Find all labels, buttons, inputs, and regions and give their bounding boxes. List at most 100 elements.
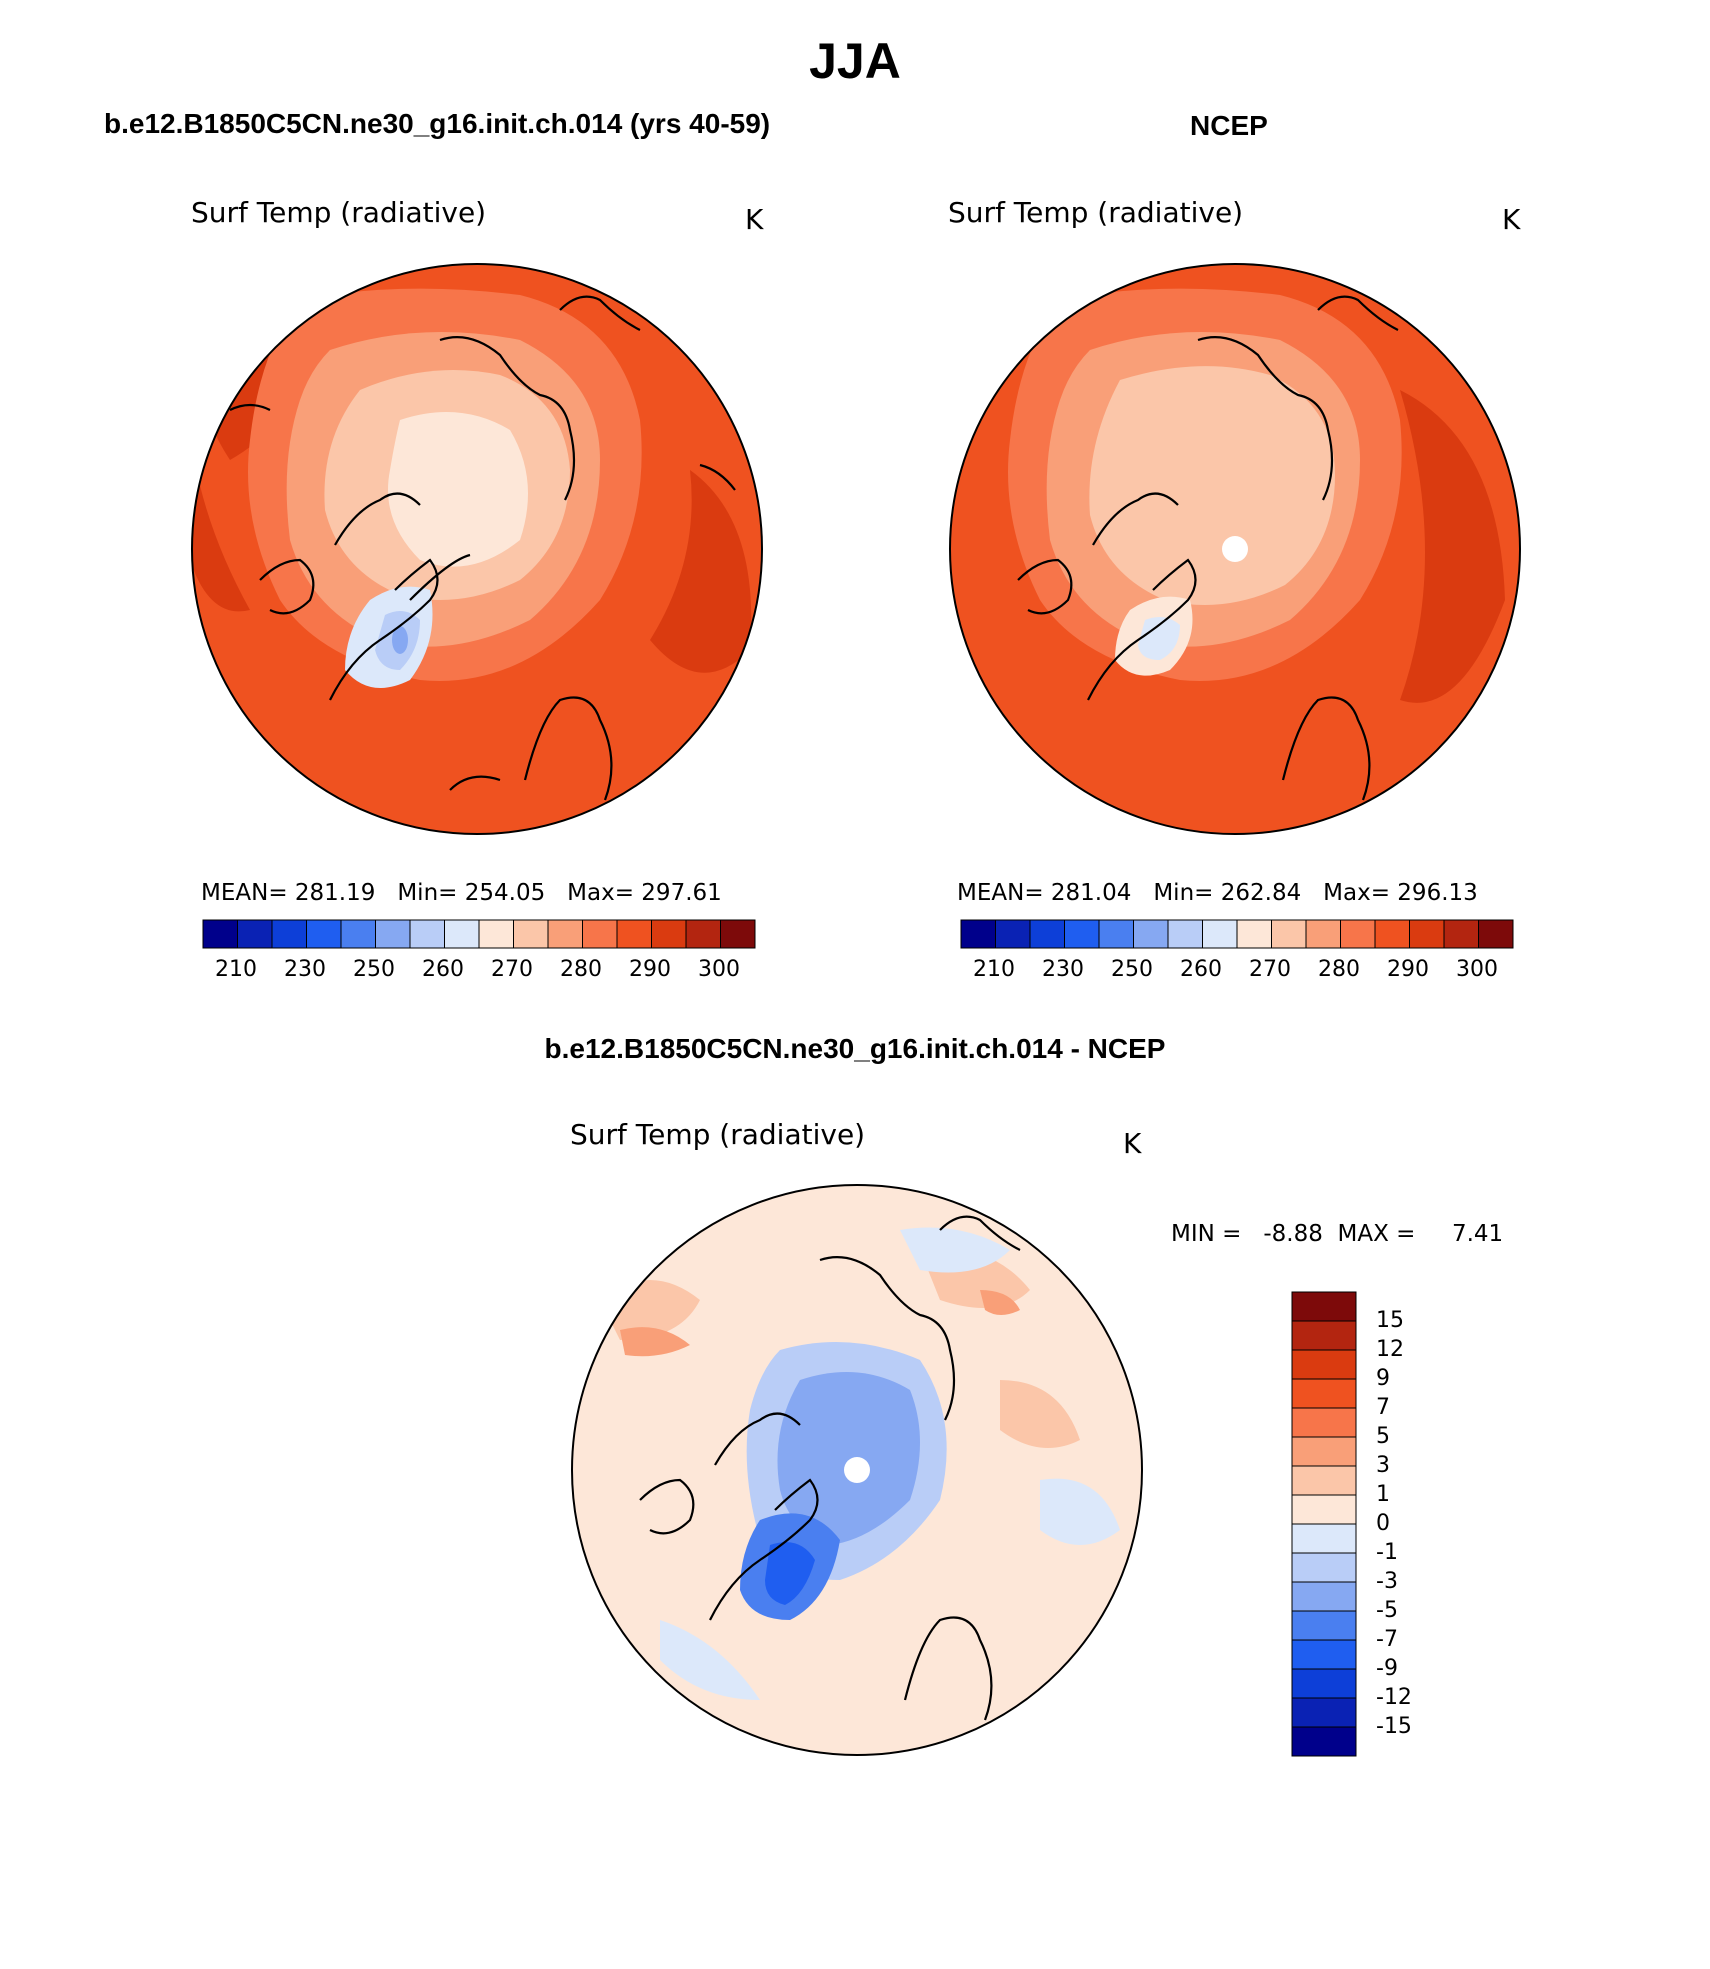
colorbar-swatch: [1291, 1407, 1357, 1438]
left-mean-label: MEAN=: [201, 880, 288, 906]
colorbar-swatch: [1478, 919, 1514, 949]
colorbar-swatch: [375, 919, 411, 949]
left-colorbar-tick: 260: [422, 957, 464, 982]
right-colorbar-tick: 290: [1387, 957, 1429, 982]
left-polar-map: [191, 263, 763, 835]
colorbar-swatch: [1291, 1349, 1357, 1380]
colorbar-swatch: [1291, 1378, 1357, 1409]
colorbar-swatch: [1291, 1552, 1357, 1583]
colorbar-swatch: [1291, 1726, 1357, 1757]
diff-polar-map: [571, 1184, 1143, 1756]
diff-min-label: MIN =: [1171, 1221, 1242, 1247]
colorbar-swatch: [616, 919, 652, 949]
left-case-title: b.e12.B1850C5CN.ne30_g16.init.ch.014 (yr…: [104, 108, 771, 139]
colorbar-swatch: [1029, 919, 1065, 949]
diff-max-value: 7.41: [1451, 1221, 1504, 1247]
colorbar-swatch: [271, 919, 307, 949]
colorbar-swatch: [582, 919, 618, 949]
diff-min-value: -8.88: [1263, 1221, 1323, 1247]
diff-colorbar-tick: -3: [1376, 1569, 1398, 1594]
right-colorbar-tick: 250: [1111, 957, 1153, 982]
colorbar-swatch: [306, 919, 342, 949]
colorbar-swatch: [995, 919, 1031, 949]
left-min-label: Min=: [397, 880, 458, 906]
colorbar-swatch: [1167, 919, 1203, 949]
right-case-title: NCEP: [1190, 110, 1268, 141]
colorbar-swatch: [1291, 1494, 1357, 1525]
colorbar-swatch: [1236, 919, 1272, 949]
left-colorbar: [202, 919, 756, 949]
diff-case-title: b.e12.B1850C5CN.ne30_g16.init.ch.014 - N…: [544, 1033, 1166, 1064]
colorbar-swatch: [444, 919, 480, 949]
diff-colorbar-tick: -9: [1376, 1656, 1398, 1681]
colorbar-swatch: [1374, 919, 1410, 949]
diff-colorbar-tick: 0: [1376, 1511, 1390, 1536]
diff-colorbar-tick: 3: [1376, 1453, 1390, 1478]
diff-max-label: MAX =: [1337, 1221, 1416, 1247]
colorbar-swatch: [1340, 919, 1376, 949]
right-colorbar-tick: 280: [1318, 957, 1360, 982]
diff-colorbar: [1291, 1291, 1357, 1757]
colorbar-swatch: [513, 919, 549, 949]
right-units-label: K: [1502, 203, 1521, 236]
diff-colorbar-tick: 1: [1376, 1482, 1390, 1507]
left-colorbar-tick: 290: [629, 957, 671, 982]
left-variable-label: Surf Temp (radiative): [191, 196, 487, 229]
right-mean-value: 281.04: [1050, 880, 1132, 906]
right-min-label: Min=: [1153, 880, 1214, 906]
colorbar-swatch: [1409, 919, 1445, 949]
colorbar-swatch: [1291, 1320, 1357, 1351]
right-colorbar-tick: 210: [973, 957, 1015, 982]
right-colorbar-tick: 230: [1042, 957, 1084, 982]
colorbar-swatch: [1291, 1639, 1357, 1670]
colorbar-swatch: [1064, 919, 1100, 949]
colorbar-swatch: [1291, 1581, 1357, 1612]
colorbar-swatch: [478, 919, 514, 949]
left-colorbar-tick: 250: [353, 957, 395, 982]
colorbar-swatch: [1291, 1668, 1357, 1699]
right-stats: MEAN= 281.04 Min= 262.84 Max= 296.13: [957, 880, 1478, 906]
diff-variable-label: Surf Temp (radiative): [570, 1118, 866, 1151]
colorbar-swatch: [720, 919, 756, 949]
colorbar-swatch: [1305, 919, 1341, 949]
left-max-label: Max=: [567, 880, 634, 906]
colorbar-swatch: [651, 919, 687, 949]
diff-colorbar-tick: 9: [1376, 1366, 1390, 1391]
colorbar-swatch: [1291, 1523, 1357, 1554]
left-colorbar-tick: 210: [215, 957, 257, 982]
right-colorbar-tick: 270: [1249, 957, 1291, 982]
right-colorbar-tick: 300: [1456, 957, 1498, 982]
colorbar-swatch: [409, 919, 445, 949]
colorbar-swatch: [1133, 919, 1169, 949]
diff-stats: MIN = -8.88 MAX = 7.41: [1171, 1221, 1503, 1247]
right-mean-label: MEAN=: [957, 880, 1044, 906]
right-colorbar-tick: 260: [1180, 957, 1222, 982]
left-colorbar-tick: 280: [560, 957, 602, 982]
left-stats: MEAN= 281.19 Min= 254.05 Max= 297.61: [201, 880, 722, 906]
left-units-label: K: [745, 203, 764, 236]
colorbar-swatch: [1098, 919, 1134, 949]
diff-colorbar-tick: 12: [1376, 1337, 1404, 1362]
colorbar-swatch: [1443, 919, 1479, 949]
diff-colorbar-tick: 7: [1376, 1395, 1390, 1420]
colorbar-swatch: [237, 919, 273, 949]
colorbar-swatch: [1291, 1610, 1357, 1641]
colorbar-swatch: [1291, 1436, 1357, 1467]
diff-colorbar-tick: -12: [1376, 1685, 1412, 1710]
right-max-label: Max=: [1323, 880, 1390, 906]
colorbar-swatch: [685, 919, 721, 949]
page-title: JJA: [809, 33, 901, 89]
colorbar-swatch: [202, 919, 238, 949]
left-colorbar-tick: 270: [491, 957, 533, 982]
left-max-value: 297.61: [641, 880, 722, 906]
diff-colorbar-tick: 5: [1376, 1424, 1390, 1449]
left-min-value: 254.05: [464, 880, 546, 906]
diff-units-label: K: [1123, 1127, 1142, 1160]
colorbar-swatch: [1291, 1697, 1357, 1728]
left-colorbar-tick: 230: [284, 957, 326, 982]
right-colorbar: [960, 919, 1514, 949]
colorbar-swatch: [1271, 919, 1307, 949]
left-mean-value: 281.19: [294, 880, 376, 906]
colorbar-swatch: [547, 919, 583, 949]
